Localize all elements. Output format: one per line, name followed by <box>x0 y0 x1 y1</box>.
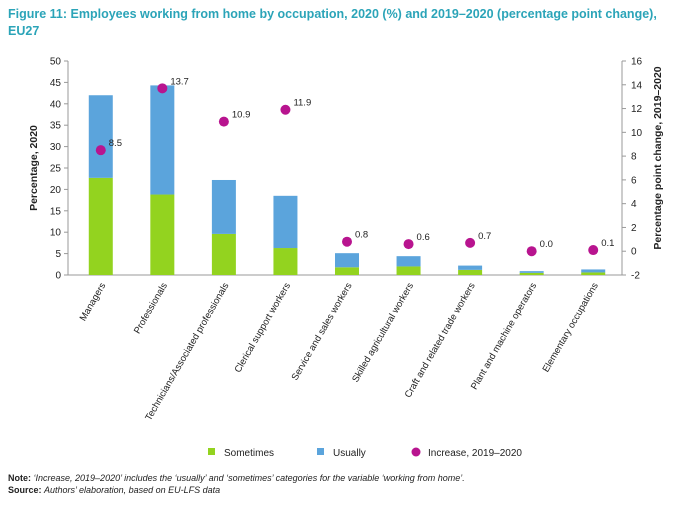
y2-tick-label: 16 <box>631 57 643 68</box>
point-data-label: 0.8 <box>355 230 368 241</box>
y2-tick-label: -2 <box>631 271 640 282</box>
point-data-label: 10.9 <box>232 110 251 121</box>
footnote: Note: ‘Increase, 2019–2020’ includes the… <box>8 472 678 496</box>
y2-tick-label: 14 <box>631 80 643 91</box>
bar-sometimes <box>211 233 236 275</box>
point-data-label: 0.6 <box>417 232 430 243</box>
y-axis-title: Percentage, 2020 <box>28 125 40 211</box>
note-line: Note: ‘Increase, 2019–2020’ includes the… <box>8 472 678 484</box>
bar-usually <box>335 253 359 268</box>
source-text: Authors’ elaboration, based on EU-LFS da… <box>44 485 221 495</box>
legend-usually-swatch <box>317 448 324 455</box>
chart: 0 5 10 15 20 25 30 35 40 45 50 -2 0 2 4 6 8 10 12 14 16 Perce… <box>28 57 664 460</box>
bar-sometimes <box>273 248 298 275</box>
y2-tick-label: 12 <box>631 104 643 115</box>
note-label: Note: <box>8 473 31 483</box>
point-data-label: 13.7 <box>170 76 189 87</box>
point-increase <box>526 246 537 257</box>
x-tick-label: Professionals <box>132 281 170 336</box>
bar-sometimes <box>519 272 544 275</box>
bar-usually <box>458 265 483 270</box>
y-tick-label: 5 <box>55 249 61 260</box>
legend-increase-swatch <box>411 447 421 457</box>
bar-sometimes <box>335 267 359 275</box>
point-increase <box>95 145 106 156</box>
bar-usually <box>88 95 113 178</box>
y-tick-label: 25 <box>50 164 62 175</box>
y2-tick-label: 0 <box>631 247 637 258</box>
legend-sometimes-label: Sometimes <box>224 448 274 459</box>
bar-sometimes <box>458 269 483 275</box>
source-line: Source: Authors’ elaboration, based on E… <box>8 484 678 496</box>
x-tick-label: Elementary occupations <box>541 281 601 375</box>
point-increase <box>342 236 352 247</box>
point-increase <box>218 116 229 127</box>
point-data-label: 11.9 <box>293 98 311 109</box>
x-tick-label: Managers <box>78 281 109 323</box>
note-text: ‘Increase, 2019–2020’ includes the ‘usua… <box>33 473 465 483</box>
point-data-label: 0.1 <box>601 238 614 249</box>
y-tick-label: 35 <box>50 121 62 132</box>
y2-tick-label: 6 <box>631 175 637 186</box>
y-tick-label: 10 <box>50 228 62 239</box>
y-tick-label: 40 <box>50 99 62 110</box>
bar-usually <box>150 85 175 195</box>
point-data-label: 8.5 <box>109 138 122 149</box>
x-tick-label: Clerical support workers <box>233 281 294 375</box>
legend-usually-label: Usually <box>333 448 366 459</box>
point-data-label: 0.7 <box>478 231 491 242</box>
y-tick-label: 20 <box>50 185 62 196</box>
source-label: Source: <box>8 485 42 495</box>
x-tick-label: Skilled agricultural workers <box>350 281 416 385</box>
chart-title: Figure 11: Employees working from home b… <box>8 7 657 38</box>
x-tick-label: Service and sales workers <box>290 281 355 383</box>
bar-sometimes <box>150 194 175 275</box>
bar-usually <box>581 269 606 273</box>
legend-sometimes-swatch <box>208 448 215 455</box>
point-increase <box>280 104 291 115</box>
point-increase <box>588 245 599 256</box>
y2-tick-label: 2 <box>631 223 637 234</box>
bar-usually <box>396 256 421 267</box>
point-increase <box>465 237 476 248</box>
y-tick-label: 30 <box>50 142 62 153</box>
y-tick-label: 45 <box>50 78 62 89</box>
point-increase <box>403 239 414 250</box>
bar-usually <box>519 271 544 273</box>
x-tick-label: Plant and machine operators <box>469 281 539 392</box>
y2-tick-label: 4 <box>631 199 637 210</box>
y-tick-label: 0 <box>55 271 61 282</box>
point-increase <box>157 83 168 94</box>
point-data-label: 0.0 <box>540 239 553 250</box>
bar-usually <box>211 179 236 234</box>
y2-tick-label: 8 <box>631 152 637 163</box>
bar-sometimes <box>396 266 421 275</box>
x-tick-label: Craft and related trade workers <box>403 281 478 400</box>
legend-increase-label: Increase, 2019–2020 <box>428 448 522 459</box>
bar-sometimes <box>581 272 606 275</box>
y2-tick-label: 10 <box>631 128 643 139</box>
y-tick-label: 15 <box>50 206 62 217</box>
bar-usually <box>273 195 298 249</box>
y-tick-label: 50 <box>50 57 62 68</box>
y2-axis-title: Percentage point change, 2019–2020 <box>652 66 664 249</box>
bar-sometimes <box>88 177 113 275</box>
